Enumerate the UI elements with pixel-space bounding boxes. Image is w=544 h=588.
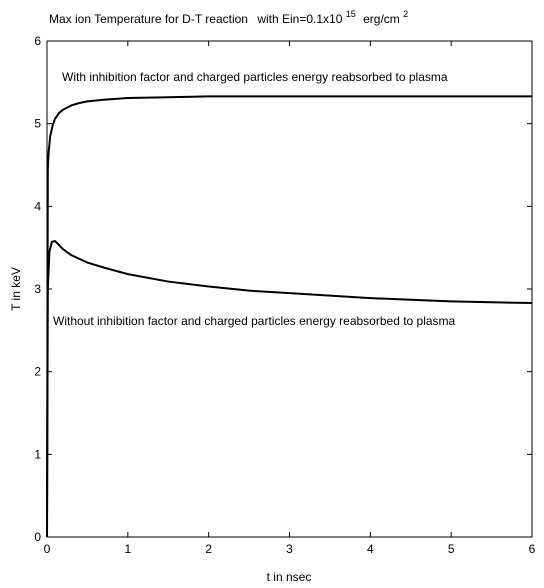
y-tick-label: 3 <box>34 282 41 296</box>
y-tick-label: 5 <box>34 117 41 131</box>
chart-title-exponent: 15 <box>346 9 356 19</box>
series-line-0 <box>46 95 532 538</box>
y-tick-label: 4 <box>34 199 41 213</box>
chart-title: Max ion Temperature for D-T reaction wit… <box>49 6 408 26</box>
axis-tick-labels: 0 1 2 3 4 5 6 0 1 2 3 4 5 6 <box>34 34 535 556</box>
plot-area-frame <box>46 40 533 538</box>
y-tick-label: 2 <box>34 365 41 379</box>
x-tick-label: 1 <box>124 542 131 556</box>
axis-ticks <box>46 40 533 538</box>
chart-title-part2: with Ein=0.1x10 <box>256 12 342 26</box>
chart-title-part1: Max ion Temperature for D-T reaction <box>49 12 248 26</box>
x-tick-label: 0 <box>44 542 51 556</box>
x-axis-label: t in nsec <box>267 570 312 584</box>
x-tick-label: 5 <box>448 542 455 556</box>
x-tick-label: 4 <box>367 542 374 556</box>
chart-title-unit-exponent: 2 <box>403 9 408 19</box>
series-line-1 <box>46 240 533 538</box>
y-axis-label: T in keV <box>9 267 23 311</box>
y-tick-label: 0 <box>34 530 41 544</box>
chart-title-unit: erg/cm <box>363 12 400 26</box>
annotation-with-inhibition: With inhibition factor and charged parti… <box>62 70 448 84</box>
annotation-without-inhibition: Without inhibition factor and charged pa… <box>53 314 456 328</box>
x-tick-label: 3 <box>286 542 293 556</box>
y-tick-label: 1 <box>34 447 41 461</box>
y-tick-label: 6 <box>34 34 41 48</box>
x-tick-label: 2 <box>205 542 212 556</box>
series-group <box>46 95 533 538</box>
x-tick-label: 6 <box>529 542 536 556</box>
